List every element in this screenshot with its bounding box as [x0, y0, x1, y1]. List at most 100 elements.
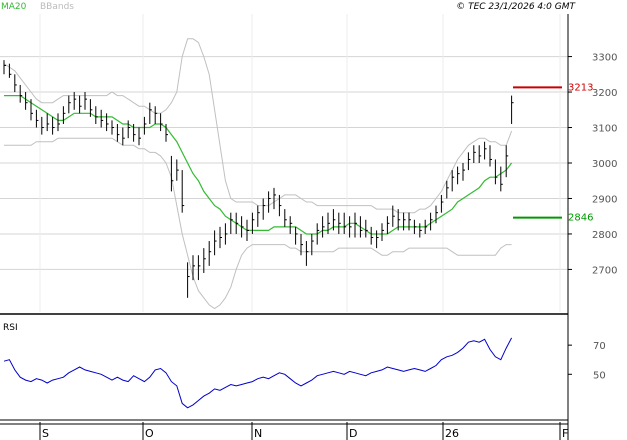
price-bar [116, 123, 120, 142]
price-levels: 3213 2846 [513, 82, 593, 224]
x-tick-label: D [349, 427, 357, 440]
price-bar [484, 141, 487, 160]
price-bar [365, 219, 368, 238]
price-bar [289, 216, 293, 234]
rsi-line-group [3, 337, 513, 409]
price-bar [305, 241, 309, 266]
price-bar [192, 255, 195, 281]
price-bar [214, 230, 217, 256]
x-tick-label: 26 [445, 427, 459, 440]
price-bar [381, 223, 384, 242]
bb-lower-line [4, 137, 512, 310]
price-bar [219, 226, 222, 249]
price-bar [176, 159, 179, 181]
rsi-tick-label: 50 [593, 370, 606, 381]
x-axis: S O N D 26 F [0, 422, 568, 440]
price-bar [241, 216, 244, 238]
price-tick-label: 2900 [592, 194, 617, 205]
ma20-legend: MA20 [1, 2, 27, 12]
x-tick-label: N [254, 427, 262, 440]
price-bar [284, 209, 287, 227]
price-bar [187, 262, 190, 298]
price-bar [462, 163, 465, 181]
price-bar [446, 180, 449, 199]
price-bar [100, 109, 104, 128]
price-bar [494, 159, 498, 185]
price-tick-label: 3200 [592, 88, 617, 99]
price-bar [435, 205, 438, 224]
price-bar [295, 226, 298, 245]
price-bar [257, 205, 260, 227]
price-bar [511, 95, 514, 124]
rsi-line [3, 337, 513, 409]
price-axis: 2700 2800 2900 3000 3100 3200 3300 [568, 53, 617, 276]
copyright-timestamp: © TEC 23/1/2026 4:0 GMT [456, 2, 576, 12]
price-bar [478, 145, 482, 163]
price-bars [3, 60, 514, 298]
price-bar [246, 219, 249, 242]
price-bar [457, 166, 460, 185]
price-bar [138, 127, 141, 146]
price-bar [35, 109, 39, 128]
price-bar [419, 223, 422, 238]
price-bar [278, 194, 282, 217]
price-bar [57, 113, 60, 132]
price-bar [235, 212, 239, 234]
price-bar [127, 120, 131, 139]
price-bar [160, 113, 163, 132]
price-bar [430, 212, 433, 231]
price-bar [197, 255, 201, 281]
x-tick-label: F [562, 427, 568, 440]
price-bar [106, 113, 109, 132]
x-tick-label: O [145, 427, 154, 440]
price-bar [505, 145, 509, 178]
price-bar [19, 84, 23, 103]
price-bar [41, 116, 44, 135]
price-bar [165, 123, 168, 142]
price-bar [273, 187, 276, 210]
price-bar [25, 92, 28, 110]
price-bar [149, 102, 152, 124]
price-bar [332, 209, 336, 231]
price-bar [30, 99, 33, 121]
price-bar [467, 152, 471, 171]
price-grid [0, 14, 568, 312]
price-bar [451, 170, 455, 192]
price-bar [208, 241, 212, 266]
price-bar [262, 198, 266, 220]
price-bar [14, 74, 17, 93]
price-tick-label: 2800 [592, 230, 617, 241]
price-bar [8, 63, 12, 78]
price-bar [154, 106, 158, 124]
price-bar [413, 219, 417, 234]
price-bar [316, 223, 320, 245]
price-bar [224, 223, 228, 245]
price-bar [354, 212, 357, 238]
price-bar [73, 92, 77, 110]
price-bar [79, 95, 82, 114]
price-bar [95, 106, 98, 124]
price-bar [403, 212, 406, 231]
price-bar [46, 113, 50, 132]
resistance-label: 3213 [568, 82, 593, 93]
price-bar [170, 155, 174, 192]
rsi-axis: 50 70 [568, 341, 606, 381]
price-tick-label: 3000 [592, 159, 617, 170]
price-bar [89, 99, 93, 117]
price-bar [489, 145, 492, 167]
price-bar [181, 170, 185, 213]
price-bar [376, 230, 379, 249]
price-bar [133, 123, 136, 142]
price-bar [349, 216, 352, 238]
price-bar [500, 166, 503, 192]
price-bar [397, 209, 401, 231]
rsi-pane: RSI [3, 323, 18, 333]
rsi-tick-label: 70 [593, 341, 606, 352]
price-bar [392, 205, 395, 227]
price-bar [338, 212, 341, 234]
price-bar [68, 95, 71, 114]
price-bar [440, 194, 444, 213]
price-tick-label: 3100 [592, 124, 617, 135]
